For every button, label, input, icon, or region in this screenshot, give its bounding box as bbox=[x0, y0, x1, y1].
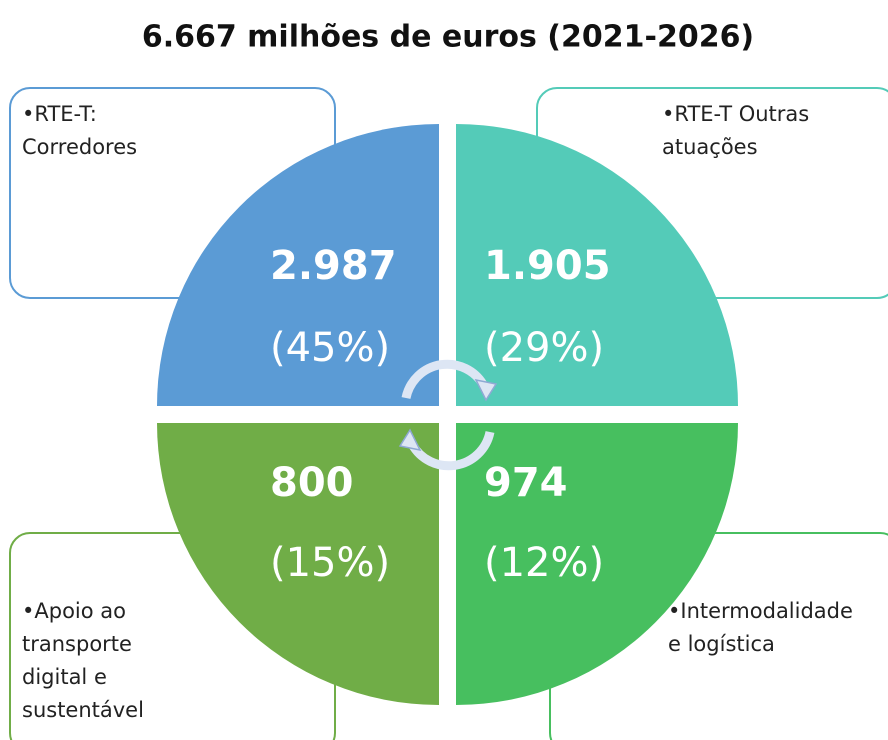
quadrant-percent: (15%) bbox=[270, 540, 390, 586]
quadrant-value: 2.987 bbox=[270, 243, 397, 289]
arrow-head-bottom bbox=[398, 428, 422, 452]
arrow-top bbox=[401, 359, 488, 400]
quadrant bbox=[157, 423, 439, 705]
quadrant bbox=[456, 423, 738, 705]
quadrant-label: •RTE-T: bbox=[22, 102, 97, 126]
quadrant-label: e logística bbox=[668, 632, 775, 656]
quadrant-value: 1.905 bbox=[484, 243, 611, 289]
quadrant-label: Corredores bbox=[22, 135, 137, 159]
matrix: •RTE-T: Corredores 2.987 (45%) •RTE-T Outras… bbox=[9, 87, 888, 740]
quadrant bbox=[456, 124, 738, 406]
quadrant-label: transporte bbox=[22, 632, 132, 656]
quadrant-value: 974 bbox=[484, 460, 568, 506]
quadrant-value: 800 bbox=[270, 460, 354, 506]
quadrant-label: •Intermodalidade bbox=[668, 599, 853, 623]
quadrant-label: digital e bbox=[22, 665, 107, 689]
arrow-bottom bbox=[408, 430, 495, 471]
quadrant-percent: (45%) bbox=[270, 325, 390, 371]
quadrant-label: atuações bbox=[662, 135, 758, 159]
quadrant-label: •Apoio ao bbox=[22, 599, 126, 623]
title: 6.667 milhões de euros (2021-2026) bbox=[142, 20, 754, 55]
cycle-arrows bbox=[398, 359, 498, 471]
quadrant-label: sustentável bbox=[22, 698, 144, 722]
arrow-head-top bbox=[474, 378, 498, 402]
quadrant bbox=[157, 124, 439, 406]
quadrant-label: •RTE-T Outras bbox=[662, 102, 809, 126]
quadrant-percent: (29%) bbox=[484, 325, 604, 371]
quadrant-percent: (12%) bbox=[484, 540, 604, 586]
